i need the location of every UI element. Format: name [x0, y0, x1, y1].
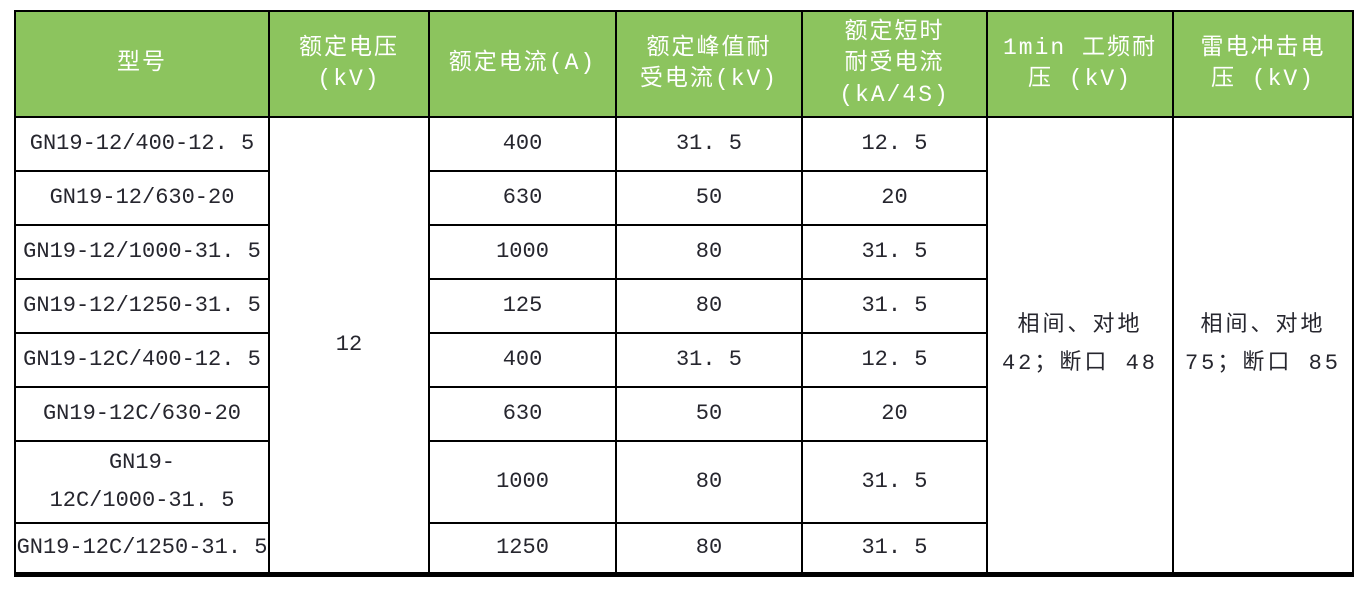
- col-header-rated-voltage: 额定电压 (kV): [268, 10, 430, 118]
- short-time-withstand-cell: 31. 5: [801, 522, 988, 575]
- rated-voltage-merged-cell: 12: [268, 116, 430, 575]
- col-header-model: 型号: [14, 10, 270, 118]
- table-row: GN19-12C/400-12. 5 400 31. 5 12. 5: [14, 332, 1353, 388]
- peak-withstand-cell: 80: [615, 224, 803, 280]
- peak-withstand-cell: 50: [615, 170, 803, 226]
- table-body: GN19-12/400-12. 5 12 400 31. 5 12. 5 相间、…: [14, 116, 1354, 575]
- peak-withstand-cell: 80: [615, 440, 803, 524]
- short-time-withstand-cell: 31. 5: [801, 224, 988, 280]
- short-time-withstand-cell: 31. 5: [801, 278, 988, 334]
- rated-current-cell: 400: [428, 332, 617, 388]
- table-row: GN19-12/630-20 630 50 20: [14, 170, 1353, 226]
- header-row: 型号 额定电压 (kV) 额定电流(A) 额定峰值耐 受电流(kV) 额定短时 …: [14, 10, 1354, 118]
- rated-current-cell: 630: [428, 170, 617, 226]
- power-frequency-merged-cell: 相间、对地 42；断口 48: [986, 116, 1174, 575]
- rated-current-cell: 1250: [428, 522, 617, 575]
- peak-withstand-cell: 50: [615, 386, 803, 442]
- model-cell: GN19-12/1250-31. 5: [14, 278, 270, 334]
- rated-current-cell: 400: [428, 116, 617, 172]
- table-row: GN19-12/1250-31. 5 125 80 31. 5: [14, 278, 1353, 334]
- short-time-withstand-cell: 20: [801, 386, 988, 442]
- model-cell: GN19-12C/630-20: [14, 386, 270, 442]
- model-cell: GN19-12C/1250-31. 5: [14, 522, 270, 575]
- col-header-peak-withstand-current: 额定峰值耐 受电流(kV): [615, 10, 803, 118]
- table-row: GN19-12/1000-31. 5 1000 80 31. 5: [14, 224, 1353, 280]
- short-time-withstand-cell: 31. 5: [801, 440, 988, 524]
- short-time-withstand-cell: 20: [801, 170, 988, 226]
- col-header-short-time-withstand-current: 额定短时 耐受电流 (kA/4S): [801, 10, 988, 118]
- table-row: GN19- 12C/1000-31. 5 1000 80 31. 5: [14, 440, 1353, 524]
- table-header: 型号 额定电压 (kV) 额定电流(A) 额定峰值耐 受电流(kV) 额定短时 …: [14, 10, 1354, 118]
- col-header-rated-current: 额定电流(A): [428, 10, 617, 118]
- table-row: GN19-12C/1250-31. 5 1250 80 31. 5: [14, 522, 1353, 575]
- table-row: GN19-12/400-12. 5 12 400 31. 5 12. 5 相间、…: [14, 116, 1354, 575]
- table-row: GN19-12C/630-20 630 50 20: [14, 386, 1353, 442]
- model-cell: GN19- 12C/1000-31. 5: [14, 440, 270, 524]
- model-cell: GN19-12/1000-31. 5: [14, 224, 270, 280]
- peak-withstand-cell: 31. 5: [615, 116, 803, 172]
- rated-current-cell: 125: [428, 278, 617, 334]
- rated-current-cell: 1000: [428, 224, 617, 280]
- rated-current-cell: 1000: [428, 440, 617, 524]
- peak-withstand-cell: 80: [615, 522, 803, 575]
- model-cell: GN19-12/400-12. 5: [14, 116, 270, 172]
- lightning-impulse-merged-cell: 相间、对地 75；断口 85: [1172, 116, 1354, 575]
- model-cell: GN19-12/630-20: [14, 170, 270, 226]
- col-header-lightning-impulse-voltage: 雷电冲击电 压 (kV): [1172, 10, 1354, 118]
- short-time-withstand-cell: 12. 5: [801, 116, 988, 172]
- specification-table: 型号 额定电压 (kV) 额定电流(A) 额定峰值耐 受电流(kV) 额定短时 …: [14, 10, 1354, 577]
- peak-withstand-cell: 31. 5: [615, 332, 803, 388]
- peak-withstand-cell: 80: [615, 278, 803, 334]
- rated-current-cell: 630: [428, 386, 617, 442]
- short-time-withstand-cell: 12. 5: [801, 332, 988, 388]
- col-header-power-frequency-withstand-voltage: 1min 工频耐 压 (kV): [986, 10, 1174, 118]
- model-cell: GN19-12C/400-12. 5: [14, 332, 270, 388]
